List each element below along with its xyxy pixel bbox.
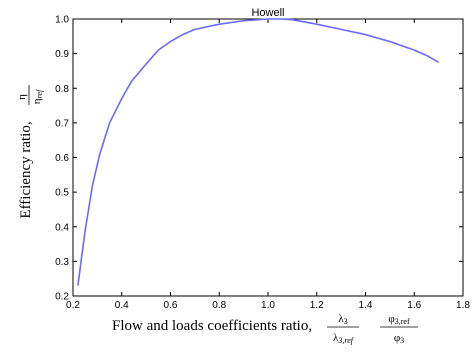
series-line (77, 18, 440, 286)
chart-title: Howell (251, 7, 284, 19)
y-axis-ticks: 0.2 0.3 0.4 0.5 0.6 0.7 0.8 0.9 1.0 (55, 15, 463, 303)
x-tick-label: 1.2 (310, 300, 324, 311)
x-tick-label: 0.8 (212, 300, 226, 311)
svg-text:Flow and loads coefficients ra: Flow and loads coefficients ratio, (112, 318, 312, 334)
y-tick-label: 0.5 (55, 188, 69, 199)
x-tick-label: 0.6 (164, 300, 178, 311)
svg-text:η: η (16, 94, 28, 100)
x-tick-label: 1.8 (456, 300, 470, 311)
y-tick-label: 0.9 (55, 49, 69, 60)
x-tick-label: 1.6 (407, 300, 421, 311)
svg-text:ηref: ηref (31, 88, 44, 104)
y-tick-label: 0.8 (55, 84, 69, 95)
x-tick-label: 1.4 (359, 300, 373, 311)
y-tick-label: 0.3 (55, 257, 69, 268)
y-tick-label: 0.4 (55, 222, 69, 233)
y-axis-label: Efficiency ratio, η ηref (16, 85, 44, 219)
y-tick-label: 1.0 (55, 15, 69, 26)
x-tick-label: 1.0 (261, 300, 275, 311)
series-group (77, 18, 440, 286)
y-tick-label: 0.6 (55, 153, 69, 164)
y-tick-label: 0.7 (55, 118, 69, 129)
svg-text:λ3,ref: λ3,ref (333, 332, 355, 345)
svg-text:φ3,ref: φ3,ref (388, 313, 410, 326)
x-tick-label: 0.2 (66, 300, 80, 311)
svg-text:Efficiency ratio,: Efficiency ratio, (18, 121, 34, 218)
x-axis-label: Flow and loads coefficients ratio, λ3 λ3… (112, 313, 418, 345)
x-tick-label: 0.4 (115, 300, 129, 311)
svg-text:λ3: λ3 (338, 313, 347, 326)
plot-frame (72, 18, 464, 297)
x-axis-ticks: 0.2 0.4 0.6 0.8 1.0 1.2 1.4 1.6 1.8 (66, 19, 470, 311)
y-tick-label: 0.2 (55, 292, 69, 303)
svg-text:φ3: φ3 (394, 332, 404, 345)
